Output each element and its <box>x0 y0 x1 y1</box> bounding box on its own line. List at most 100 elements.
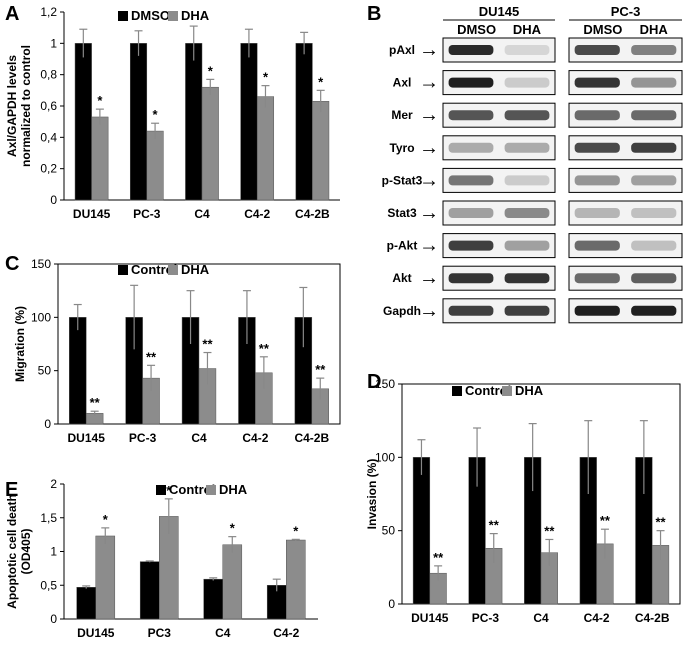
blot-band <box>504 240 550 251</box>
blot-band <box>504 273 550 284</box>
legend-swatch <box>206 485 216 495</box>
significance-marker: ** <box>544 523 555 538</box>
category-label: PC3 <box>148 626 172 640</box>
bar <box>91 116 109 201</box>
legend-swatch <box>156 485 166 495</box>
arrow-icon: → <box>419 267 439 289</box>
blot-condition-label: DMSO <box>583 22 622 37</box>
blot-band <box>448 273 494 284</box>
blot-band <box>448 110 494 121</box>
y-axis-label: Axl/GAPDH levelsnormalized to control <box>5 45 33 167</box>
category-label: DU145 <box>73 207 111 221</box>
legend-entry: Control <box>131 262 177 277</box>
legend-entry: DMSO <box>131 8 170 23</box>
category-label: PC-3 <box>472 611 500 625</box>
y-tick-label: 0,8 <box>40 68 57 82</box>
blot-band <box>448 240 494 251</box>
blot-band <box>504 305 550 316</box>
y-axis-label: Migration (%) <box>13 306 27 382</box>
blot-row-label: Gapdh <box>383 304 421 318</box>
significance-marker: * <box>153 107 159 122</box>
blot-band <box>631 175 677 186</box>
panel-letter: A <box>5 3 19 25</box>
blot-band <box>504 45 550 55</box>
arrow-icon: → <box>419 137 439 159</box>
category-label: C4-2B <box>635 611 670 625</box>
category-label: C4-2 <box>244 207 270 221</box>
significance-marker: * <box>97 93 103 108</box>
category-label: PC-3 <box>129 431 157 445</box>
y-axis-label-line: Apoptotic cell death <box>5 494 19 609</box>
significance-marker: ** <box>489 518 500 533</box>
bar <box>74 43 92 201</box>
bar <box>312 101 330 201</box>
blot-band <box>574 273 620 284</box>
blot-condition-label: DMSO <box>457 22 496 37</box>
blot-band <box>504 208 550 218</box>
category-label: DU145 <box>68 431 106 445</box>
blot-group-label: PC-3 <box>611 4 641 19</box>
blot-band <box>631 208 677 218</box>
chart-a: A 0 0,2 0,4 0,6 0,8 1 1,2 Axl/GAPDH levelsnormal… <box>5 3 340 221</box>
y-tick-label: 0 <box>388 597 395 611</box>
category-label: DU145 <box>77 626 115 640</box>
legend-entry: Control <box>465 383 511 398</box>
blot-band <box>448 175 494 186</box>
blot-band <box>631 305 677 316</box>
bar <box>69 317 87 425</box>
legend-entry: DHA <box>515 383 544 398</box>
y-tick-label: 100 <box>31 310 51 324</box>
blot-condition-label: DHA <box>513 22 542 37</box>
y-tick-label: 2 <box>50 477 57 491</box>
legend-swatch <box>168 265 178 275</box>
bar <box>95 535 116 620</box>
significance-marker: ** <box>600 513 611 528</box>
significance-marker: * <box>166 483 172 498</box>
blot-row-label: Tyro <box>389 141 414 155</box>
category-label: PC-3 <box>133 207 161 221</box>
blot-band <box>631 110 677 121</box>
significance-marker: * <box>293 523 299 538</box>
y-tick-label: 1,5 <box>40 511 57 525</box>
chart-d: D 0 50 100 150 Invasion (%) Control DHA ** DU145 *… <box>365 371 681 625</box>
legend-swatch <box>502 386 512 396</box>
bar <box>146 130 164 201</box>
legend-entry: Control <box>169 482 215 497</box>
legend-swatch <box>118 11 128 21</box>
blot-band <box>448 305 494 316</box>
blot-band <box>448 142 494 153</box>
category-label: C4 <box>215 626 231 640</box>
significance-marker: * <box>103 512 109 527</box>
blot-band <box>448 45 494 55</box>
bar <box>222 544 243 620</box>
blot-band <box>574 45 620 55</box>
y-tick-label: 0,5 <box>40 578 57 592</box>
blot-band <box>504 142 550 153</box>
blot-band <box>574 240 620 251</box>
blot-band <box>574 110 620 121</box>
significance-marker: * <box>230 521 236 536</box>
significance-marker: * <box>263 70 269 85</box>
category-label: C4-2 <box>273 626 299 640</box>
y-tick-label: 1 <box>50 545 57 559</box>
y-axis-label-line: (OD405) <box>19 528 33 574</box>
blot-condition-label: DHA <box>640 22 669 37</box>
significance-marker: * <box>208 63 214 78</box>
blot-band <box>574 77 620 88</box>
panel-letter: E <box>5 479 18 501</box>
category-label: C4-2 <box>242 431 268 445</box>
y-tick-label: 1,2 <box>40 5 57 19</box>
category-label: C4 <box>191 431 207 445</box>
bar <box>286 539 306 620</box>
significance-marker: ** <box>655 515 666 530</box>
y-tick-label: 100 <box>375 450 395 464</box>
blot-band <box>448 77 494 88</box>
legend-entry: DHA <box>181 262 210 277</box>
bar <box>76 587 96 620</box>
blot-band <box>504 175 550 186</box>
significance-marker: ** <box>146 349 157 364</box>
category-label: C4-2B <box>294 431 329 445</box>
significance-marker: * <box>318 74 324 89</box>
blot-row-label: Akt <box>392 271 411 285</box>
